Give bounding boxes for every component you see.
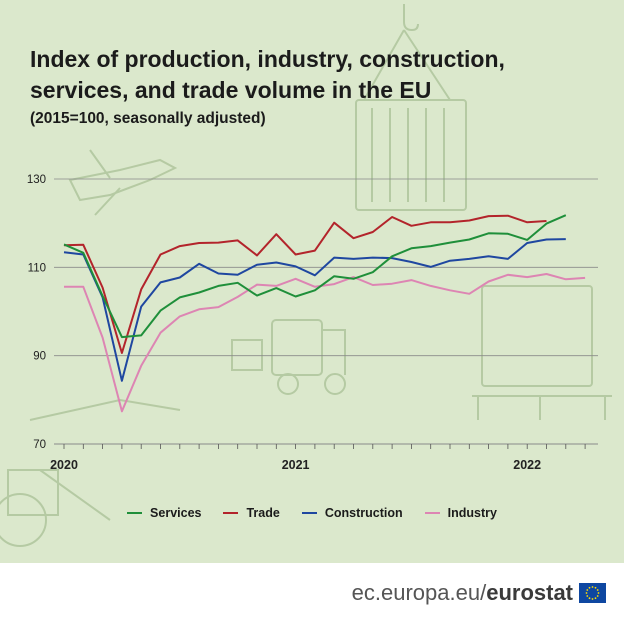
chart-card: Index of production, industry, construct… bbox=[0, 0, 624, 563]
flag-star bbox=[585, 592, 588, 594]
flag-star bbox=[596, 589, 599, 591]
x-axis-ticks: 2020 2021 2022 bbox=[50, 444, 586, 472]
legend-item-industry: Industry bbox=[424, 506, 497, 520]
flag-star bbox=[588, 597, 591, 600]
y-tick-label: 90 bbox=[33, 351, 46, 363]
series-line-services bbox=[63, 214, 567, 339]
y-axis-ticks: 70 90 110 130 bbox=[27, 174, 46, 451]
footer-branding: ec.europa.eu/eurostat bbox=[352, 580, 606, 606]
y-tick-label: 70 bbox=[33, 439, 46, 451]
y-tick-label: 110 bbox=[28, 262, 46, 274]
legend-label: Trade bbox=[246, 506, 280, 520]
chart-legend: Services Trade Construction Industry bbox=[0, 506, 624, 520]
legend-swatch bbox=[223, 512, 239, 514]
flag-star bbox=[591, 598, 594, 600]
legend-label: Services bbox=[150, 506, 202, 520]
chart-subtitle: (2015=100, seasonally adjusted) bbox=[30, 110, 266, 127]
flag-star bbox=[586, 589, 589, 591]
y-tick-label: 130 bbox=[27, 174, 46, 186]
legend-item-services: Services bbox=[127, 506, 201, 520]
flag-star bbox=[594, 586, 597, 589]
grid-layer bbox=[54, 178, 598, 445]
legend-label: Industry bbox=[447, 506, 497, 520]
line-chart: 70 90 110 130 2020 2021 2022 bbox=[27, 174, 598, 472]
x-tick-label: 2021 bbox=[282, 458, 310, 472]
legend-swatch bbox=[424, 512, 440, 514]
legend-swatch bbox=[301, 512, 317, 514]
flag-star bbox=[596, 595, 599, 597]
flag-star bbox=[597, 592, 600, 594]
legend-item-construction: Construction bbox=[301, 506, 403, 520]
legend-swatch bbox=[127, 512, 143, 514]
flag-star bbox=[586, 595, 589, 597]
legend-label: Construction bbox=[324, 506, 403, 520]
footer-brand: eurostat bbox=[486, 580, 573, 605]
series-layer bbox=[63, 214, 586, 413]
eu-flag-icon bbox=[579, 583, 606, 603]
series-line-construction bbox=[63, 238, 566, 382]
x-tick-label: 2022 bbox=[513, 458, 541, 472]
footer-site: ec.europa.eu/ bbox=[351, 580, 487, 605]
flag-star bbox=[588, 586, 591, 589]
x-tick-label: 2020 bbox=[50, 458, 78, 472]
series-line-trade bbox=[63, 214, 547, 354]
legend-item-trade: Trade bbox=[223, 506, 280, 520]
background-illustration bbox=[0, 4, 612, 547]
flag-star bbox=[594, 597, 597, 600]
chart-title: Index of production, industry, construct… bbox=[30, 46, 505, 103]
series-line-industry bbox=[64, 273, 586, 413]
flag-star bbox=[591, 586, 594, 588]
